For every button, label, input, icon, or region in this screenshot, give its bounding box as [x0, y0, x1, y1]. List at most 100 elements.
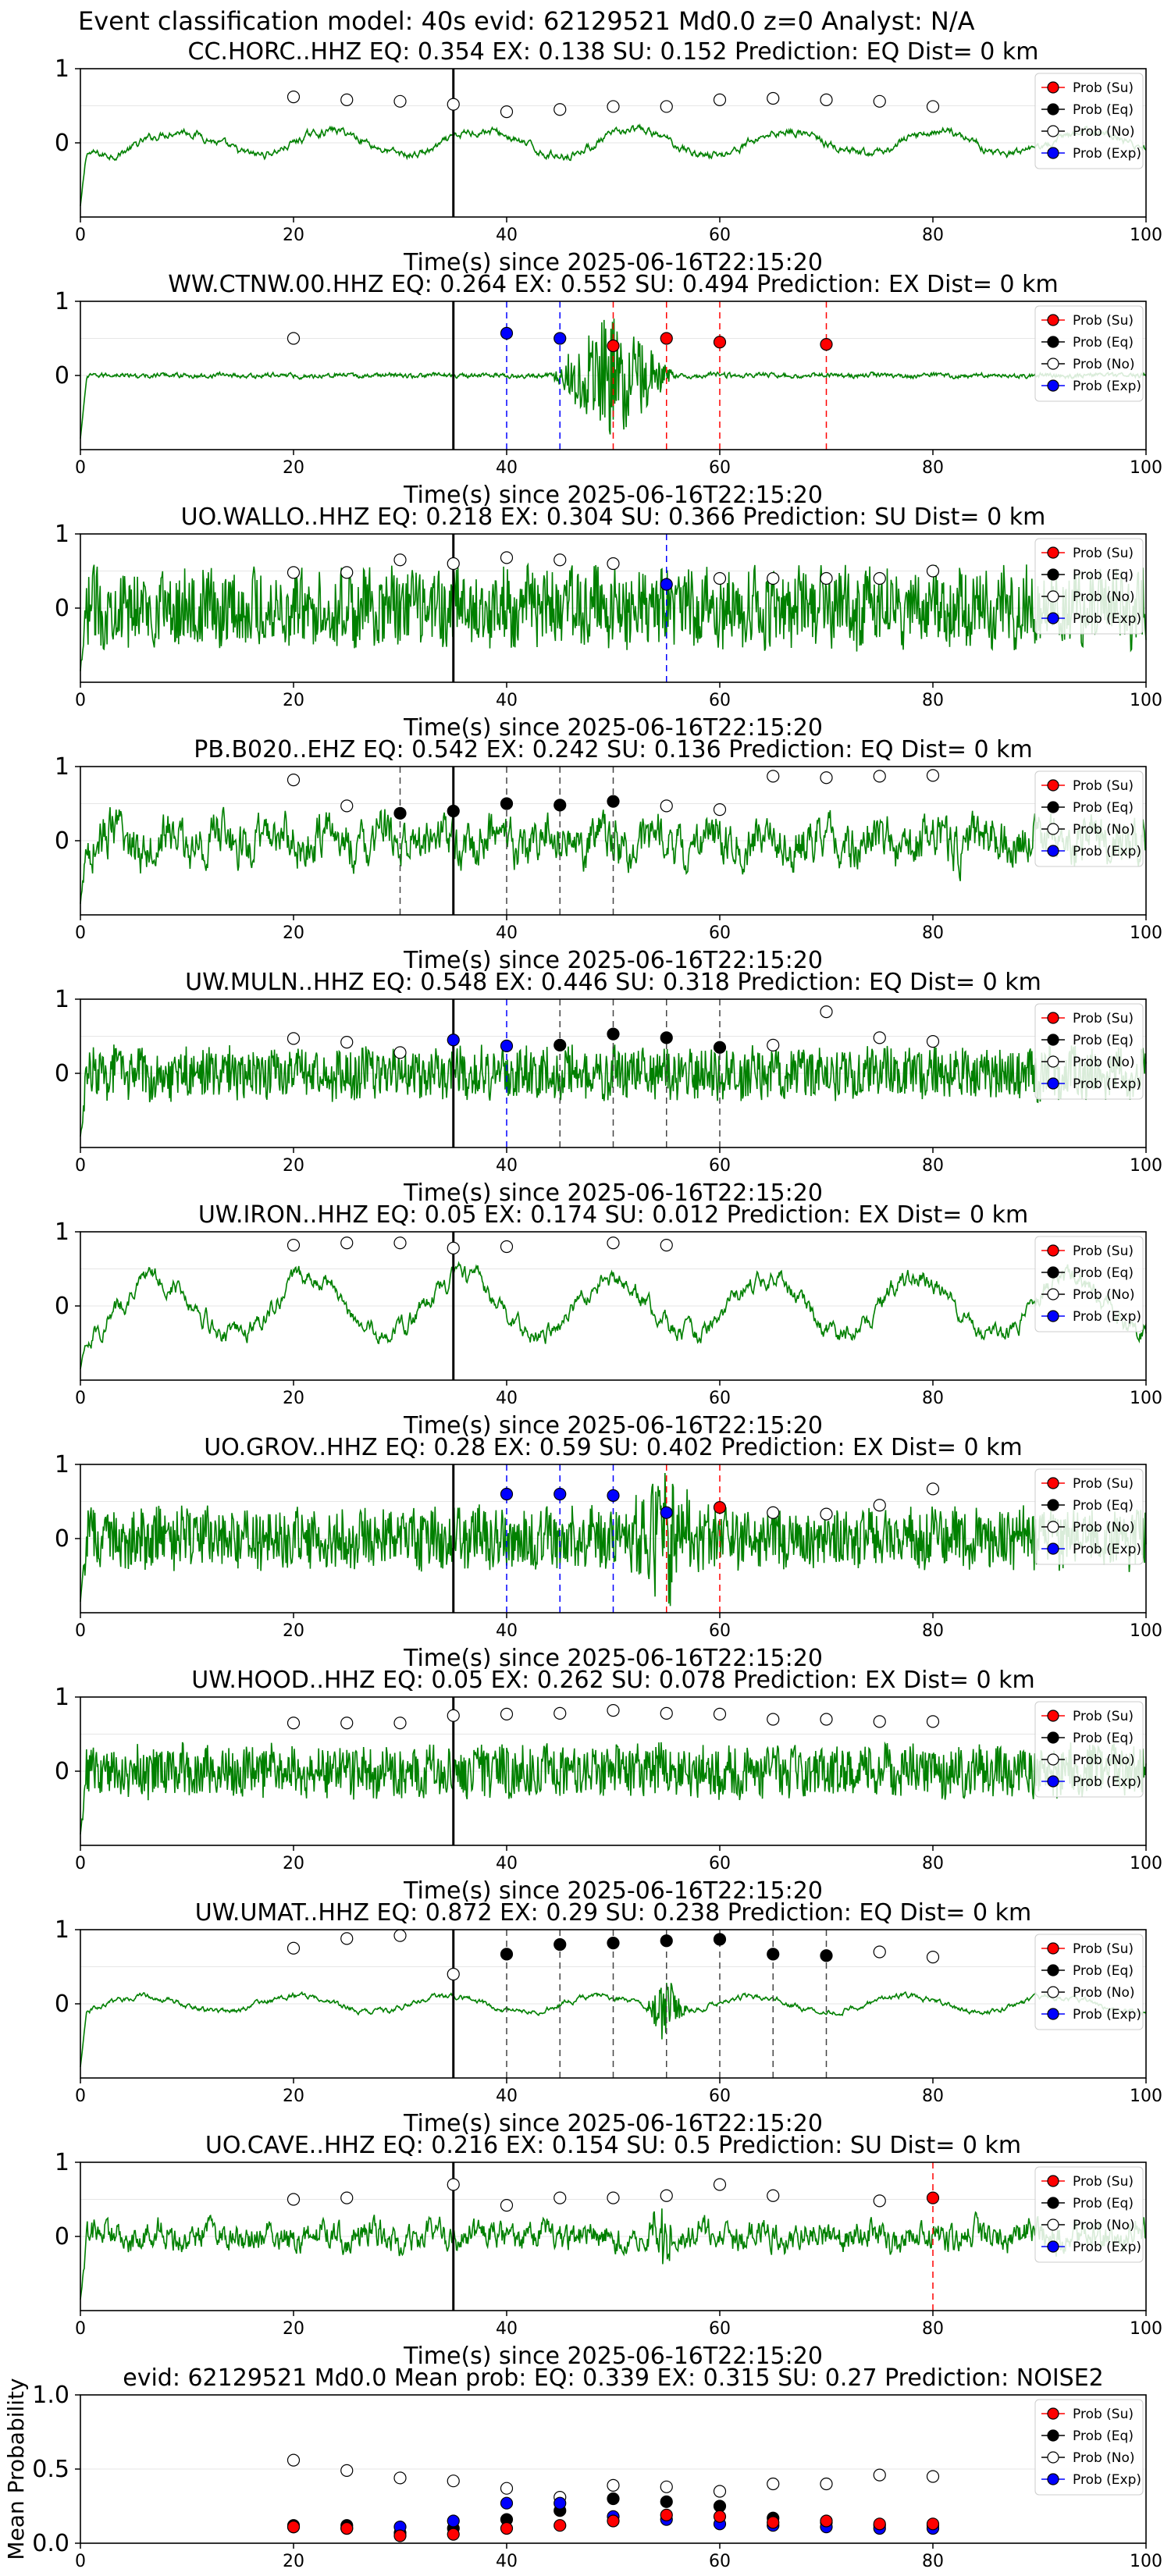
legend-marker-eq: [1047, 1499, 1059, 1511]
subplot-4: PB.B020..EHZ EQ: 0.542 EX: 0.242 SU: 0.1…: [55, 736, 1162, 974]
legend-label: Prob (Eq): [1073, 2196, 1134, 2211]
prob-marker-no: [873, 1499, 886, 1512]
legend-marker-eq: [1047, 2197, 1059, 2209]
prob-marker-no: [713, 571, 727, 585]
prob-marker-no: [926, 1951, 940, 1964]
prob-marker-no: [393, 1236, 407, 1250]
prob-marker-no: [660, 100, 673, 113]
legend-label: Prob (Su): [1073, 1476, 1134, 1492]
prob-marker-no: [287, 1032, 301, 1045]
x-tick-label: 20: [283, 923, 304, 943]
y-tick-label: 1: [55, 2149, 69, 2176]
x-tick-label: 60: [709, 1389, 731, 1408]
prob-marker-su: [607, 339, 620, 353]
x-tick-label: 100: [1130, 458, 1162, 478]
legend-label: Prob (No): [1073, 1985, 1135, 2001]
legend-box: [1034, 2399, 1144, 2496]
x-tick-label: 0: [75, 1389, 86, 1408]
x-axis-label: Time(s) since 2025-06-16T22:15:20: [403, 482, 823, 509]
x-tick-label: 100: [1130, 1621, 1162, 1641]
legend-label: Prob (Exp): [1073, 1774, 1141, 1790]
legend-marker-no: [1047, 1753, 1059, 1766]
prob-marker-no: [873, 770, 886, 783]
x-tick-label: 80: [922, 923, 944, 943]
subplot-title: UW.MULN..HHZ EQ: 0.548 EX: 0.446 SU: 0.3…: [185, 969, 1041, 996]
prob-marker-no: [873, 94, 886, 108]
prob-marker-su: [340, 2521, 354, 2535]
y-axis-label: Mean Probability: [3, 2378, 29, 2560]
prob-marker-no: [393, 1929, 407, 1942]
legend-marker-su: [1047, 2407, 1059, 2420]
prob-marker-no: [713, 2485, 727, 2498]
y-tick-label: 0: [55, 827, 69, 855]
prob-marker-no: [393, 1717, 407, 1730]
legend-box: [1034, 770, 1144, 867]
legend-label: Prob (Exp): [1073, 2007, 1141, 2023]
legend-marker-exp: [1047, 2473, 1059, 2485]
x-tick-label: 40: [496, 1621, 518, 1641]
x-tick-label: 100: [1130, 2552, 1162, 2571]
prob-marker-no: [713, 802, 727, 817]
legend-marker-su: [1047, 1477, 1059, 1489]
prob-marker-no: [873, 571, 886, 585]
x-tick-label: 0: [75, 1621, 86, 1641]
y-tick-label: 0: [55, 1758, 69, 1785]
x-tick-label: 60: [709, 2319, 731, 2339]
y-tick-label: 1: [55, 986, 69, 1013]
x-tick-label: 0: [75, 1156, 86, 1176]
legend-label: Prob (Exp): [1073, 1076, 1141, 1092]
x-tick-label: 0: [75, 2087, 86, 2106]
legend-label: Prob (Eq): [1073, 568, 1134, 583]
x-tick-label: 40: [496, 2319, 518, 2339]
prob-marker-no: [287, 773, 301, 787]
prob-marker-no: [500, 551, 514, 564]
legend-marker-exp: [1047, 379, 1059, 392]
legend-marker-su: [1047, 1012, 1059, 1024]
prob-marker-no: [767, 1038, 780, 1052]
y-tick-label: 1: [55, 753, 69, 781]
legend-label: Prob (No): [1073, 1287, 1135, 1303]
prob-marker-no: [287, 90, 301, 104]
x-tick-label: 60: [709, 1854, 731, 1873]
prob-marker-su: [553, 2519, 567, 2532]
y-tick-label: 1: [55, 1916, 69, 1944]
prob-marker-no: [500, 1240, 514, 1254]
legend-marker-su: [1047, 81, 1059, 94]
legend-marker-eq: [1047, 1731, 1059, 1744]
prob-marker-su: [820, 338, 833, 351]
legend-box: [1034, 305, 1144, 402]
legend: Prob (Su) Prob (Eq) Prob (No) Prob (Exp): [1034, 73, 1144, 169]
prob-marker-eq: [660, 2495, 673, 2508]
prob-marker-no: [287, 2453, 301, 2467]
legend-marker-exp: [1047, 845, 1059, 857]
x-tick-label: 40: [496, 458, 518, 478]
waveform-trace: [80, 1741, 1147, 1834]
y-tick-label: 0: [55, 1525, 69, 1553]
x-tick-label: 100: [1130, 691, 1162, 710]
prob-marker-no: [820, 771, 833, 785]
prob-marker-no: [340, 1035, 354, 1049]
prob-marker-no: [873, 1945, 886, 1959]
prob-marker-no: [713, 1707, 727, 1720]
legend-label: Prob (Exp): [1073, 611, 1141, 627]
legend-box: [1034, 2166, 1144, 2263]
figure-title: Event classification model: 40s evid: 62…: [78, 6, 975, 36]
prob-marker-no: [500, 105, 514, 119]
prob-marker-exp: [553, 2496, 567, 2510]
legend-label: Prob (Exp): [1073, 2472, 1141, 2488]
subplot-title: UW.IRON..HHZ EQ: 0.05 EX: 0.174 SU: 0.01…: [198, 1201, 1028, 1229]
y-tick-label: 0: [55, 1293, 69, 1320]
waveform-trace: [80, 2208, 1147, 2300]
legend-marker-eq: [1047, 1034, 1059, 1046]
prob-marker-no: [607, 1704, 620, 1717]
legend: Prob (Su) Prob (Eq) Prob (No) Prob (Exp): [1034, 1468, 1144, 1565]
prob-marker-no: [660, 2189, 673, 2202]
legend-marker-exp: [1047, 1542, 1059, 1555]
legend-marker-exp: [1047, 2240, 1059, 2253]
prob-marker-no: [713, 93, 727, 107]
prob-marker-exp: [607, 1489, 620, 1503]
prob-marker-no: [447, 2178, 460, 2191]
legend-label: Prob (Exp): [1073, 146, 1141, 162]
prob-marker-no: [660, 799, 673, 813]
prob-marker-no: [926, 1035, 940, 1048]
